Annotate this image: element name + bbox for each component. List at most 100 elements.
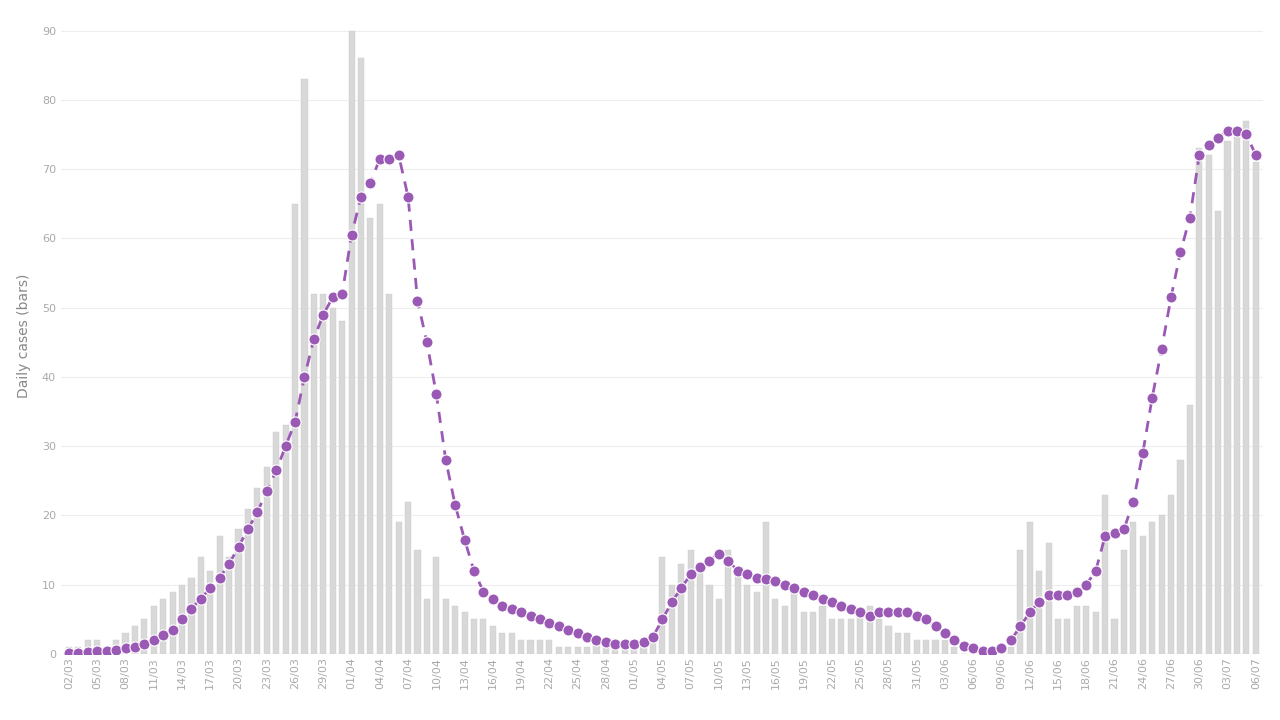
- Bar: [942, 640, 948, 654]
- Bar: [1018, 550, 1024, 654]
- Bar: [348, 30, 355, 654]
- Bar: [631, 647, 637, 654]
- Bar: [951, 647, 957, 654]
- Bar: [678, 564, 685, 654]
- Bar: [612, 640, 618, 654]
- Bar: [810, 613, 817, 654]
- Bar: [575, 647, 581, 654]
- Bar: [227, 557, 232, 654]
- Bar: [188, 578, 195, 654]
- Bar: [1197, 148, 1202, 654]
- Bar: [320, 294, 326, 654]
- Bar: [1206, 156, 1212, 654]
- Bar: [659, 557, 666, 654]
- Bar: [311, 294, 317, 654]
- Bar: [1046, 543, 1052, 654]
- Bar: [989, 647, 995, 654]
- Bar: [1093, 613, 1098, 654]
- Bar: [169, 592, 175, 654]
- Bar: [433, 557, 439, 654]
- Bar: [1036, 571, 1042, 654]
- Bar: [744, 585, 750, 654]
- Bar: [1253, 162, 1258, 654]
- Bar: [415, 550, 421, 654]
- Bar: [527, 640, 534, 654]
- Bar: [998, 647, 1005, 654]
- Bar: [123, 634, 128, 654]
- Bar: [358, 58, 364, 654]
- Bar: [396, 523, 402, 654]
- Bar: [895, 634, 901, 654]
- Bar: [104, 647, 110, 654]
- Bar: [650, 634, 657, 654]
- Bar: [735, 571, 741, 654]
- Bar: [292, 204, 298, 654]
- Bar: [387, 294, 392, 654]
- Bar: [1083, 606, 1089, 654]
- Bar: [132, 626, 138, 654]
- Bar: [452, 606, 458, 654]
- Bar: [547, 640, 553, 654]
- Bar: [283, 426, 289, 654]
- Bar: [1065, 619, 1070, 654]
- Bar: [782, 606, 788, 654]
- Bar: [264, 467, 270, 654]
- Bar: [838, 619, 845, 654]
- Bar: [301, 79, 307, 654]
- Bar: [255, 487, 260, 654]
- Bar: [800, 613, 806, 654]
- Bar: [847, 619, 854, 654]
- Bar: [404, 502, 411, 654]
- Bar: [443, 598, 449, 654]
- Bar: [1225, 141, 1230, 654]
- Bar: [1027, 523, 1033, 654]
- Bar: [923, 640, 929, 654]
- Bar: [499, 634, 506, 654]
- Bar: [76, 647, 82, 654]
- Bar: [508, 634, 515, 654]
- Bar: [886, 626, 891, 654]
- Bar: [594, 640, 599, 654]
- Bar: [1074, 606, 1080, 654]
- Bar: [160, 598, 166, 654]
- Bar: [858, 613, 863, 654]
- Bar: [216, 536, 223, 654]
- Bar: [970, 647, 977, 654]
- Bar: [367, 217, 374, 654]
- Bar: [273, 432, 279, 654]
- Bar: [84, 640, 91, 654]
- Bar: [914, 640, 920, 654]
- Bar: [424, 598, 430, 654]
- Bar: [113, 640, 119, 654]
- Bar: [876, 619, 882, 654]
- Bar: [754, 592, 759, 654]
- Bar: [1149, 523, 1156, 654]
- Bar: [1111, 619, 1117, 654]
- Bar: [198, 557, 204, 654]
- Bar: [1234, 135, 1240, 654]
- Bar: [207, 571, 214, 654]
- Bar: [698, 571, 703, 654]
- Bar: [179, 585, 186, 654]
- Bar: [490, 626, 495, 654]
- Bar: [1130, 523, 1137, 654]
- Bar: [1158, 516, 1165, 654]
- Bar: [518, 640, 525, 654]
- Bar: [584, 647, 590, 654]
- Bar: [556, 647, 562, 654]
- Bar: [726, 550, 731, 654]
- Bar: [622, 640, 627, 654]
- Bar: [471, 619, 477, 654]
- Bar: [640, 640, 646, 654]
- Bar: [1187, 405, 1193, 654]
- Bar: [1121, 550, 1126, 654]
- Bar: [668, 585, 675, 654]
- Bar: [1055, 619, 1061, 654]
- Bar: [536, 640, 543, 654]
- Y-axis label: Daily cases (bars): Daily cases (bars): [17, 273, 31, 397]
- Bar: [772, 598, 778, 654]
- Bar: [95, 640, 100, 654]
- Bar: [339, 322, 346, 654]
- Bar: [603, 647, 609, 654]
- Bar: [330, 307, 335, 654]
